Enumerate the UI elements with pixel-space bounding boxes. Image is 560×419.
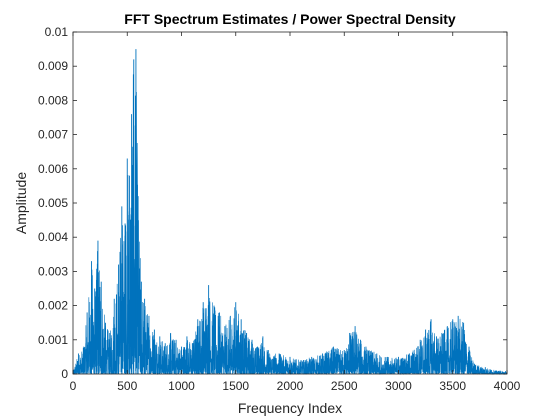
y-tick-label: 0 xyxy=(61,367,68,381)
x-tick-label: 2500 xyxy=(331,379,358,393)
x-tick-label: 4000 xyxy=(494,379,521,393)
y-axis-title: Amplitude xyxy=(13,172,29,234)
data-layer xyxy=(72,49,508,376)
y-tick-label: 0.01 xyxy=(45,25,69,39)
y-tick-label: 0.009 xyxy=(38,59,68,73)
x-tick-label: 3500 xyxy=(439,379,466,393)
chart-title: FFT Spectrum Estimates / Power Spectral … xyxy=(124,11,456,27)
y-tick-label: 0.001 xyxy=(38,333,68,347)
y-tick-label: 0.002 xyxy=(38,299,68,313)
x-axis: 0 500 1000 1500 2000 2500 3000 3500 4000 xyxy=(70,32,521,393)
y-tick-label: 0.007 xyxy=(38,128,68,142)
x-tick-label: 500 xyxy=(117,379,137,393)
y-tick-label: 0.004 xyxy=(38,230,68,244)
x-tick-label: 1000 xyxy=(168,379,195,393)
y-axis: 0 0.001 0.002 0.003 0.004 0.005 0.006 0.007 0.00… xyxy=(38,25,507,381)
y-tick-label: 0.008 xyxy=(38,93,68,107)
x-tick-label: 3000 xyxy=(385,379,412,393)
y-tick-label: 0.005 xyxy=(38,196,68,210)
x-tick-label: 2000 xyxy=(277,379,304,393)
y-tick-label: 0.006 xyxy=(38,162,68,176)
x-tick-label: 0 xyxy=(70,379,77,393)
x-axis-title: Frequency Index xyxy=(238,400,342,416)
x-tick-label: 1500 xyxy=(222,379,249,393)
y-tick-label: 0.003 xyxy=(38,264,68,278)
